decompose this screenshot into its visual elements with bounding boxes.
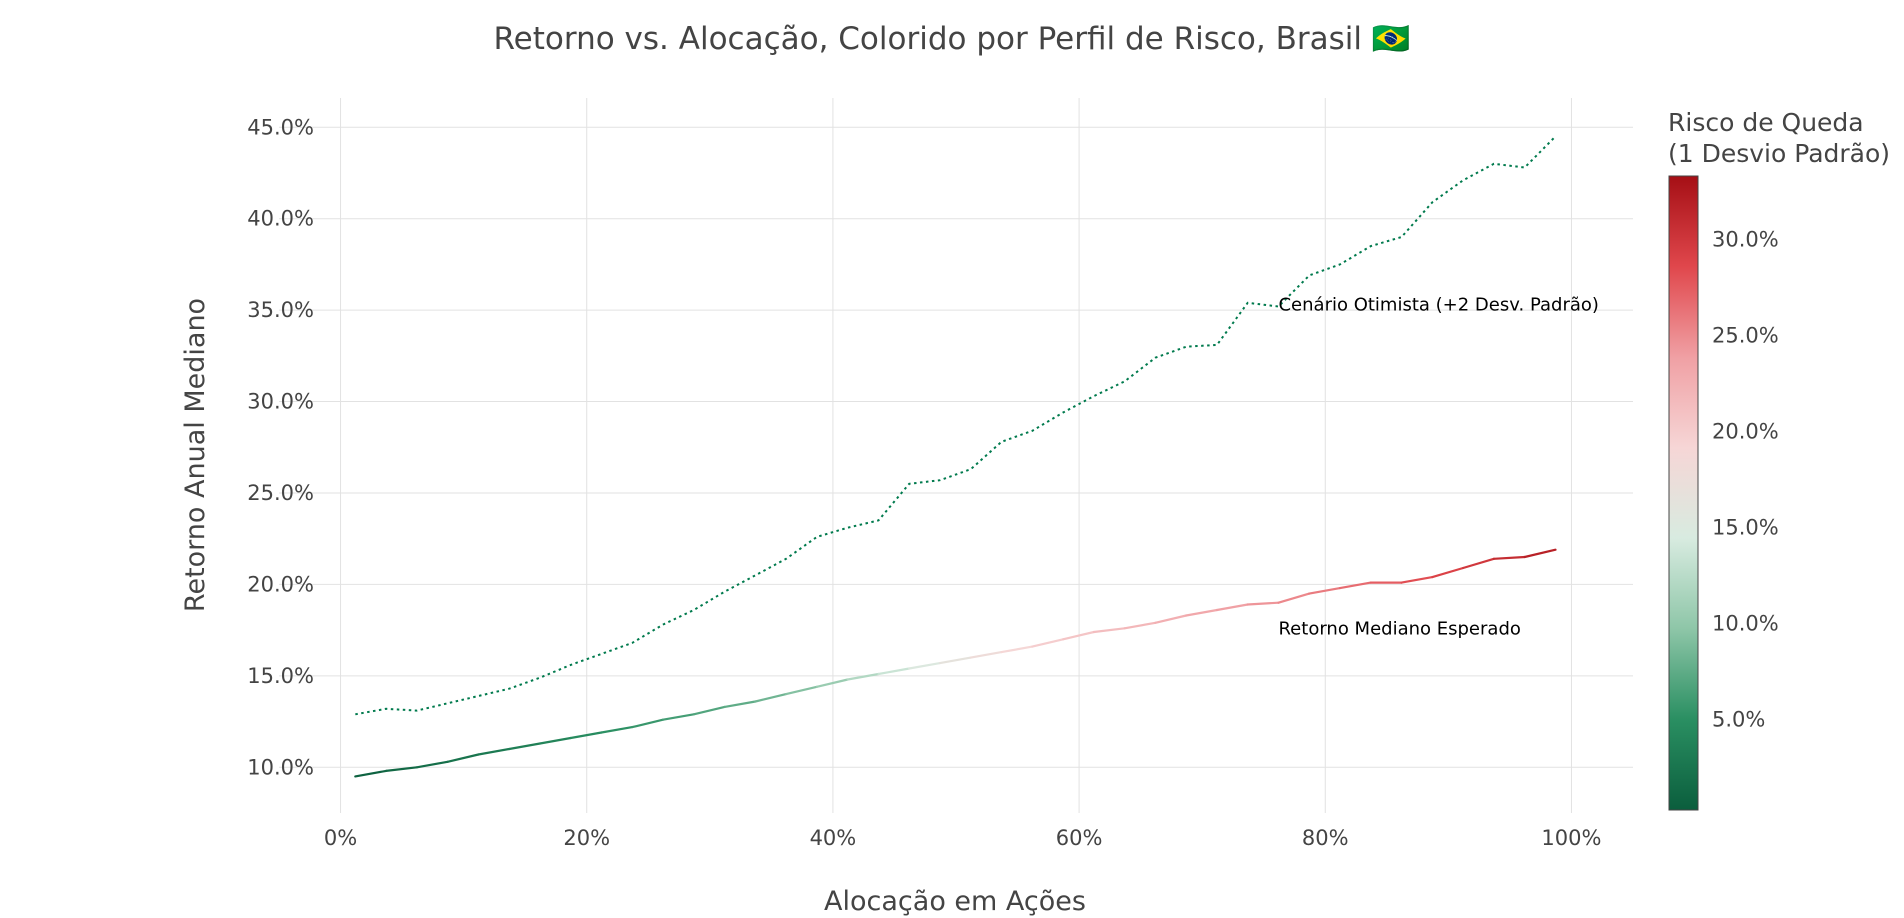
x-axis-label: Alocação em Ações <box>824 886 1086 917</box>
median-return-segment <box>1000 645 1034 654</box>
colorbar-tick-label: 5.0% <box>1712 708 1765 732</box>
colorbar-ticks: 5.0% 10.0% 15.0% 20.0% 25.0% 30.0% <box>1712 227 1779 731</box>
median-return-segment <box>784 685 819 696</box>
x-axis-ticks: 0% 20% 40% 60% 80% 100% <box>324 826 1602 850</box>
median-return-segment <box>1308 586 1342 595</box>
median-return-segment <box>600 725 634 734</box>
y-tick-label: 20.0% <box>247 572 314 596</box>
median-return-segment <box>446 753 480 763</box>
median-return-segment <box>938 656 972 665</box>
median-return-segment <box>877 667 911 676</box>
median-return-segment <box>815 678 849 688</box>
median-return-segment <box>1154 614 1188 624</box>
optimistic-scenario-line <box>355 135 1557 716</box>
median-return-segment <box>415 760 449 769</box>
colorbar-tick-label: 20.0% <box>1712 420 1779 444</box>
median-return-segment <box>538 736 572 745</box>
series-layer <box>354 135 1557 778</box>
median-return-segment <box>754 692 788 703</box>
median-return-segment <box>1492 555 1526 560</box>
median-return-segment <box>631 718 665 729</box>
y-tick-label: 40.0% <box>247 207 314 231</box>
y-axis-label: Retorno Anual Mediano <box>180 298 211 612</box>
median-return-segment <box>569 731 603 740</box>
colorbar-tick-label: 25.0% <box>1712 323 1779 347</box>
x-tick-label: 40% <box>810 826 857 850</box>
x-tick-label: 80% <box>1302 826 1349 850</box>
median-return-segment <box>1031 638 1065 648</box>
series-2 <box>355 135 1557 716</box>
colorbar-title-line1: Risco de Queda <box>1668 108 1864 137</box>
annotation: Cenário Otimista (+2 Desv. Padrão) <box>1278 295 1598 316</box>
median-return-segment <box>661 713 695 721</box>
y-tick-label: 30.0% <box>247 390 314 414</box>
colorbar-tick-label: 30.0% <box>1712 227 1779 251</box>
median-return-segment <box>354 769 388 778</box>
median-return-segment <box>1185 608 1219 617</box>
colorbar-tick-label: 10.0% <box>1712 612 1779 636</box>
colorbar-tick-label: 15.0% <box>1712 516 1779 540</box>
annotations: Cenário Otimista (+2 Desv. Padrão) Retorn… <box>1278 295 1598 640</box>
colorbar: Risco de Queda (1 Desvio Padrão) 5.0% 10.… <box>1668 108 1890 811</box>
median-return-segment <box>1246 601 1280 606</box>
annotation: Retorno Mediano Esperado <box>1278 618 1520 639</box>
median-return-segment <box>1123 621 1157 630</box>
y-tick-label: 10.0% <box>247 755 314 779</box>
median-return-segment <box>1277 592 1311 604</box>
median-return-segment <box>1061 630 1096 641</box>
median-return-segment <box>1431 566 1465 579</box>
y-tick-label: 45.0% <box>247 115 314 139</box>
median-return-segment <box>508 742 542 751</box>
median-return-segment <box>908 661 942 670</box>
median-return-segment <box>1215 603 1249 612</box>
y-tick-label: 35.0% <box>247 298 314 322</box>
x-tick-label: 60% <box>1056 826 1103 850</box>
colorbar-title-line2: (1 Desvio Padrão) <box>1668 139 1890 168</box>
median-return-segment <box>846 672 880 681</box>
series-1 <box>354 548 1557 778</box>
y-gridlines <box>279 126 1633 768</box>
median-return-segment <box>1338 581 1372 590</box>
median-return-segment <box>1400 575 1434 584</box>
colorbar-gradient <box>1668 175 1699 811</box>
median-return-segment <box>692 705 726 716</box>
y-tick-label: 15.0% <box>247 664 314 688</box>
y-tick-label: 25.0% <box>247 481 314 505</box>
x-tick-label: 100% <box>1541 826 1601 850</box>
y-axis-ticks: 10.0% 15.0% 20.0% 25.0% 30.0% 35.0% 40.0% 45.0% <box>247 115 314 779</box>
median-return-segment <box>1092 627 1126 634</box>
median-return-segment <box>969 650 1003 659</box>
median-return-segment <box>723 700 757 709</box>
x-gridlines <box>340 98 1572 813</box>
median-return-segment <box>1461 557 1496 570</box>
x-tick-label: 0% <box>324 826 357 850</box>
x-tick-label: 20% <box>563 826 610 850</box>
median-return-segment <box>477 747 511 756</box>
median-return-segment <box>1523 548 1557 559</box>
chart-title: Retorno vs. Alocação, Colorido por Perfi… <box>494 21 1411 57</box>
median-return-segment <box>385 766 418 773</box>
